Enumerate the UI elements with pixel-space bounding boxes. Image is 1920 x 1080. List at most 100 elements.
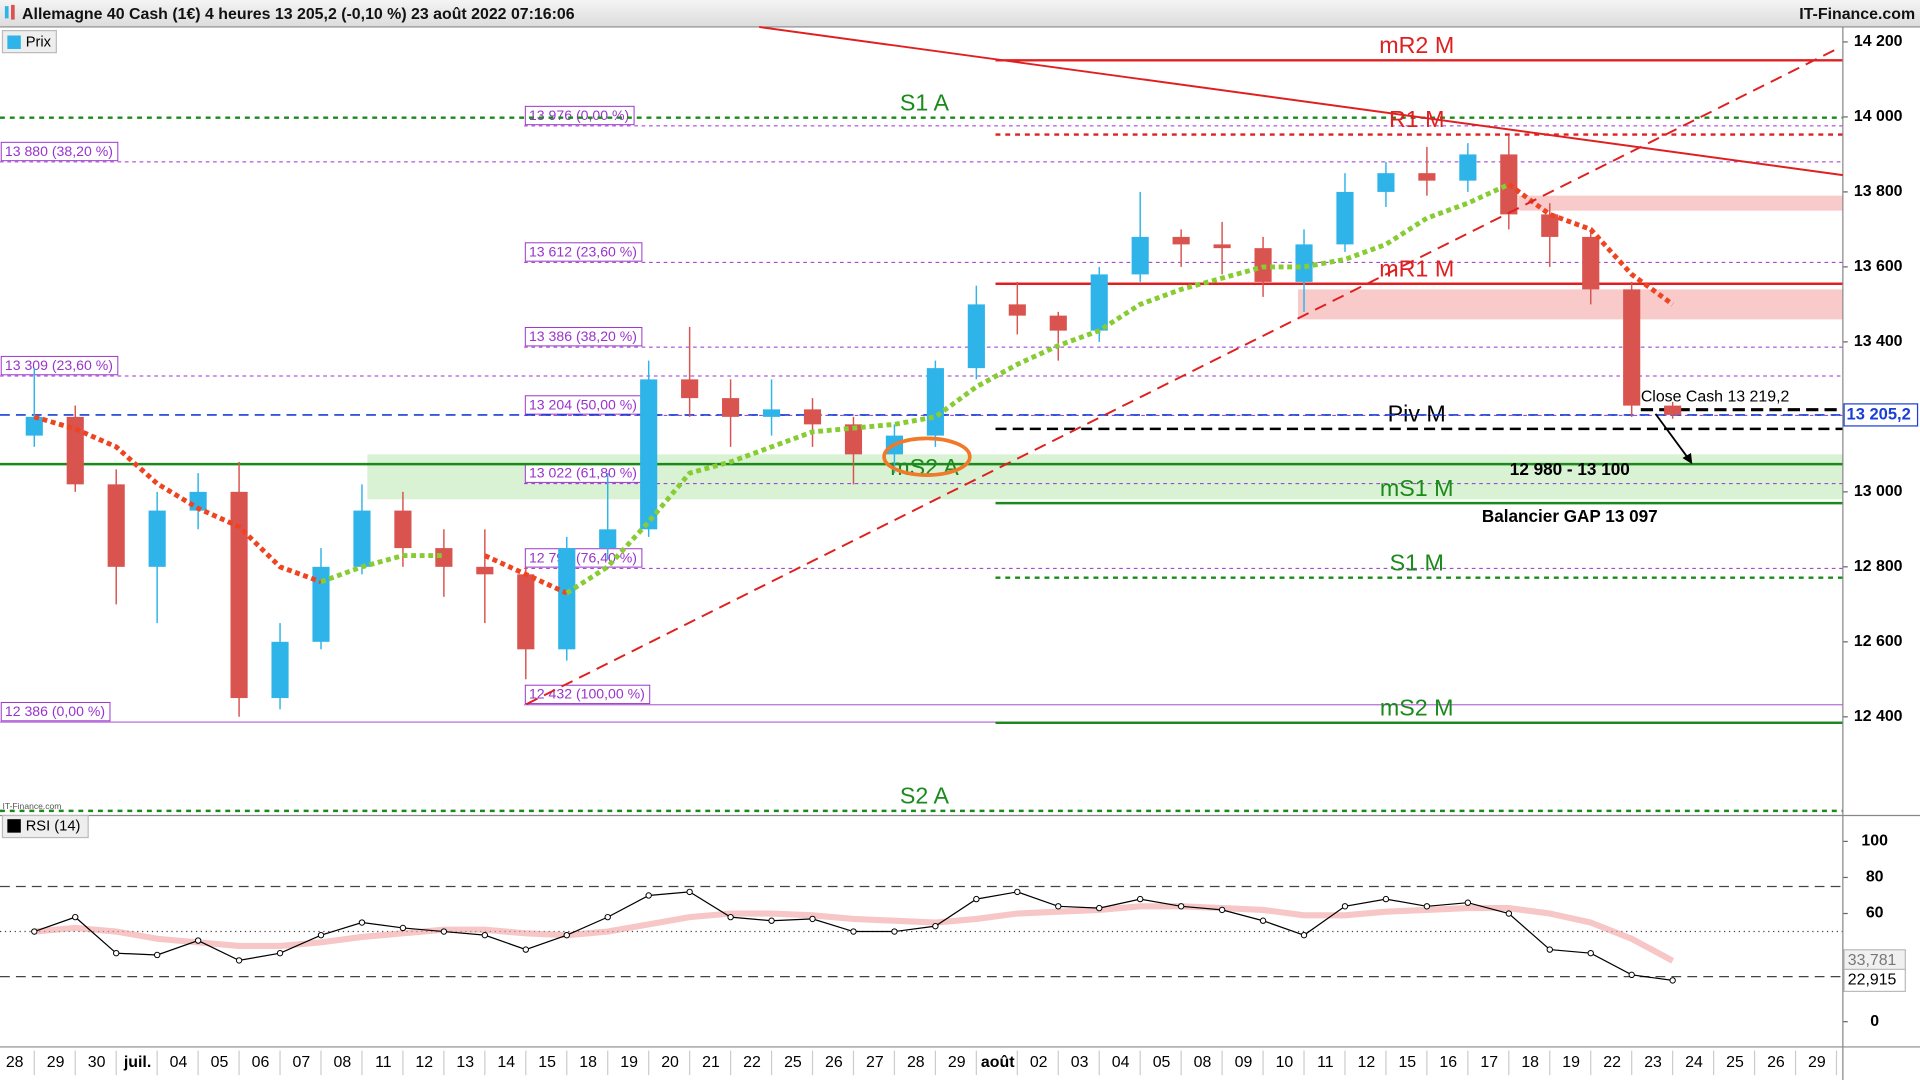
series-point [686,888,693,896]
legend-icon [7,819,21,833]
candle-body [25,416,43,436]
candle-body [1541,214,1559,237]
level-label: S1 A [900,89,950,115]
series-point [563,931,570,939]
x-tick-label: 20 [661,1054,679,1071]
x-tick-label: 30 [88,1054,106,1071]
x-tick-label: juil. [123,1054,151,1071]
fib-label: 13 612 (23,60 %) [529,243,637,259]
x-tick-label: 28 [6,1054,24,1071]
series-point [358,919,366,926]
level-label: S1 M [1390,549,1444,575]
series-point [1423,903,1431,910]
candle-body [517,574,535,650]
annotation: Close Cash 13 219,2 [1641,389,1790,406]
value-label: 22,915 [1848,972,1897,989]
x-tick-label: 11 [1317,1054,1334,1071]
fib-label-box [524,327,643,347]
x-tick-label: 06 [252,1054,270,1071]
series-point [1505,910,1513,917]
legend-icon [7,35,21,49]
x-tick-label: août [981,1054,1015,1071]
candle-body [722,398,740,417]
x-tick-label: 19 [1562,1054,1580,1071]
candle-body [803,409,822,425]
series-point [235,957,243,964]
indicator-line [33,182,1675,596]
y-tick-label: 13 800 [1854,183,1903,200]
candle-body [1008,304,1026,316]
series-point [1382,895,1390,903]
x-tick-label: 14 [497,1054,515,1071]
x-tick-label: 26 [1767,1054,1785,1071]
x-tick-label: 05 [211,1054,229,1071]
candle-body [66,416,84,485]
chart-title: Allemagne 40 Cash (1€) 4 heures 13 205,2… [22,6,575,23]
series-point [1259,917,1267,924]
icon [4,6,9,19]
highlight [882,436,972,477]
candle-body [1090,274,1108,331]
series-point [1669,977,1676,984]
series-point [113,949,120,957]
series-point [768,917,775,924]
x-tick-label: 26 [825,1054,843,1071]
level-label: mR1 M [1379,255,1454,281]
candle-body [762,409,781,417]
arrow [1654,413,1691,461]
x-tick-label: 29 [948,1054,966,1071]
level-label: Piv M [1388,401,1446,427]
series-point [1055,903,1062,910]
x-tick-label: 12 [415,1054,433,1071]
fib-label: 13 022 (61,80 %) [529,465,637,481]
x-tick-label: 12 [1357,1054,1375,1071]
indicator-line [320,182,1510,596]
series-line [34,903,1675,964]
fib-label: 12 432 (100,00 %) [529,686,645,702]
fib-label-box [0,141,119,162]
series-point [727,913,734,921]
candle-body [681,379,699,399]
level-label: mS2 M [1380,694,1454,720]
x-tick-label: 05 [1153,1054,1171,1071]
y-tick-label: 0 [1870,1013,1879,1030]
arrow-head [1682,453,1693,465]
x-tick-label: 11 [375,1054,392,1071]
fib-label: 12 386 (0,00 %) [5,703,105,719]
series-point [932,922,939,930]
price-label-box [1843,403,1919,427]
series-point [276,949,284,957]
fib-label-box [0,355,119,376]
series-point [440,928,448,935]
x-tick-label: 13 [456,1054,474,1071]
x-tick-label: 16 [1439,1054,1457,1071]
x-tick-label: 28 [907,1054,925,1071]
source: IT-Finance.com [1799,6,1915,23]
value-label-box [1843,968,1906,993]
series-point [1096,904,1103,912]
candle-body [189,491,207,511]
candle-body [1172,236,1190,245]
series-point [399,924,407,932]
y-tick-label: 12 600 [1854,633,1903,650]
x-tick-label: 10 [1276,1054,1294,1071]
annotation: Balancier GAP 13 097 [1482,506,1658,526]
zone [1297,289,1843,320]
candle-body [107,484,125,567]
fib-label-box [524,242,643,262]
trend-line [759,25,1843,177]
legend-box [1,814,89,839]
y-tick-label: 13 000 [1854,483,1903,500]
x-tick-label: 18 [1521,1054,1539,1071]
y-tick-label: 14 000 [1854,108,1903,125]
candle-body [1459,154,1477,181]
annotation: 12 980 - 13 100 [1510,459,1630,479]
series-point [1177,903,1185,910]
x-tick-label: 25 [784,1054,802,1071]
series-point [604,913,611,921]
candle-body [1213,244,1231,249]
series-point [1546,946,1553,953]
series-point [1218,906,1226,914]
